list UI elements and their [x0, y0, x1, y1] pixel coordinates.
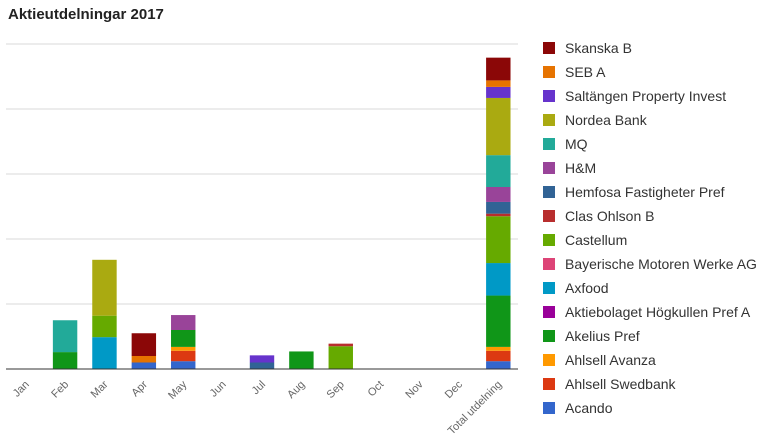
- legend-swatch: [543, 258, 555, 270]
- bar-segment[interactable]: [486, 187, 511, 202]
- x-tick-label: Apr: [129, 378, 150, 399]
- bar-segment[interactable]: [486, 346, 511, 351]
- bar-segment[interactable]: [249, 355, 275, 363]
- bar-segment[interactable]: [328, 343, 353, 347]
- legend-label: H&M: [565, 160, 597, 176]
- legend-item[interactable]: Aktiebolaget Högkullen Pref A: [543, 300, 765, 324]
- legend-label: Acando: [565, 400, 613, 416]
- legend-item[interactable]: Clas Ohlson B: [543, 204, 765, 228]
- bar-segment[interactable]: [131, 356, 157, 363]
- legend-label: Aktiebolaget Högkullen Pref A: [565, 304, 751, 320]
- bar-segment[interactable]: [328, 346, 353, 369]
- legend-label: Axfood: [565, 280, 609, 296]
- bar-segment[interactable]: [171, 346, 196, 351]
- bar-segment[interactable]: [486, 350, 511, 362]
- bar-segment[interactable]: [92, 337, 117, 369]
- legend-label: Castellum: [565, 232, 628, 248]
- bar-segment[interactable]: [249, 362, 275, 370]
- chart-legend: Skanska B SEB A Saltängen Property Invest N…: [543, 36, 765, 420]
- legend-swatch: [543, 354, 555, 366]
- legend-item[interactable]: Bayerische Motoren Werke AG: [543, 252, 765, 276]
- legend-swatch: [543, 306, 555, 318]
- legend-swatch: [543, 138, 555, 150]
- bar-segment[interactable]: [131, 362, 157, 370]
- bar-segment[interactable]: [486, 80, 511, 87]
- bar-segment[interactable]: [486, 295, 511, 347]
- bar-segment[interactable]: [52, 320, 78, 353]
- legend-item[interactable]: Castellum: [543, 228, 765, 252]
- legend-swatch: [543, 234, 555, 246]
- legend-label: Skanska B: [565, 40, 632, 56]
- legend-label: Ahlsell Swedbank: [565, 376, 676, 392]
- bar-segment[interactable]: [289, 351, 314, 369]
- legend-swatch: [543, 186, 555, 198]
- x-tick-label: Aug: [285, 379, 307, 401]
- bar-segment[interactable]: [486, 213, 511, 217]
- x-tick-label: Nov: [403, 378, 426, 401]
- stacked-bar-chart: Jan Feb Mar Apr May Jun Jul Aug Sep Oct Nov DecTota…: [6, 43, 518, 437]
- x-tick-label: Jan: [11, 379, 32, 400]
- legend-item[interactable]: Skanska B: [543, 36, 765, 60]
- legend-item[interactable]: Axfood: [543, 276, 765, 300]
- legend-swatch: [543, 402, 555, 414]
- bar-segment[interactable]: [486, 263, 511, 296]
- x-tick-label: Oct: [366, 379, 387, 400]
- bar-segment[interactable]: [486, 216, 511, 264]
- legend-label: Saltängen Property Invest: [565, 88, 727, 104]
- bar-segment[interactable]: [92, 315, 117, 338]
- bar-segment[interactable]: [171, 330, 196, 347]
- legend-item[interactable]: MQ: [543, 132, 765, 156]
- legend-swatch: [543, 162, 555, 174]
- bar-segment[interactable]: [486, 86, 511, 98]
- legend-swatch: [543, 42, 555, 54]
- x-tick-label: May: [166, 378, 190, 402]
- bar-segment[interactable]: [486, 201, 511, 214]
- x-tick-label: Dec: [443, 378, 466, 401]
- legend-item[interactable]: Saltängen Property Invest: [543, 84, 765, 108]
- bar-segment[interactable]: [171, 315, 196, 330]
- legend-item[interactable]: H&M: [543, 156, 765, 180]
- legend-item[interactable]: SEB A: [543, 60, 765, 84]
- bar-segment[interactable]: [486, 155, 511, 187]
- bar-segment[interactable]: [171, 350, 196, 362]
- bar-segment[interactable]: [486, 57, 511, 81]
- legend-label: MQ: [565, 136, 588, 152]
- bar-segment[interactable]: [92, 259, 117, 316]
- legend-swatch: [543, 282, 555, 294]
- legend-swatch: [543, 378, 555, 390]
- x-tick-label: Feb: [49, 379, 71, 401]
- legend-item[interactable]: Ahlsell Swedbank: [543, 372, 765, 396]
- legend-label: Ahlsell Avanza: [565, 352, 656, 368]
- legend-item[interactable]: Akelius Pref: [543, 324, 765, 348]
- legend-swatch: [543, 114, 555, 126]
- legend-label: Clas Ohlson B: [565, 208, 655, 224]
- x-tick-label: Sep: [325, 379, 347, 401]
- legend-label: Hemfosa Fastigheter Pref: [565, 184, 725, 200]
- legend-item[interactable]: Hemfosa Fastigheter Pref: [543, 180, 765, 204]
- legend-swatch: [543, 90, 555, 102]
- legend-label: Bayerische Motoren Werke AG: [565, 256, 757, 272]
- legend-label: Akelius Pref: [565, 328, 640, 344]
- legend-swatch: [543, 66, 555, 78]
- legend-item[interactable]: Ahlsell Avanza: [543, 348, 765, 372]
- chart-title: Aktieutdelningar 2017: [8, 6, 164, 23]
- legend-item[interactable]: Nordea Bank: [543, 108, 765, 132]
- x-tick-label: Jul: [250, 379, 268, 397]
- legend-item[interactable]: Acando: [543, 396, 765, 420]
- bar-segment[interactable]: [486, 361, 511, 369]
- bar-segment[interactable]: [131, 333, 157, 356]
- legend-swatch: [543, 210, 555, 222]
- legend-label: Nordea Bank: [565, 112, 647, 128]
- legend-swatch: [543, 330, 555, 342]
- bar-segment[interactable]: [171, 361, 196, 369]
- legend-label: SEB A: [565, 64, 606, 80]
- bar-segment[interactable]: [52, 352, 78, 369]
- x-tick-label: Jun: [208, 379, 229, 400]
- x-tick-label: Mar: [89, 378, 111, 400]
- bar-segment[interactable]: [486, 97, 511, 156]
